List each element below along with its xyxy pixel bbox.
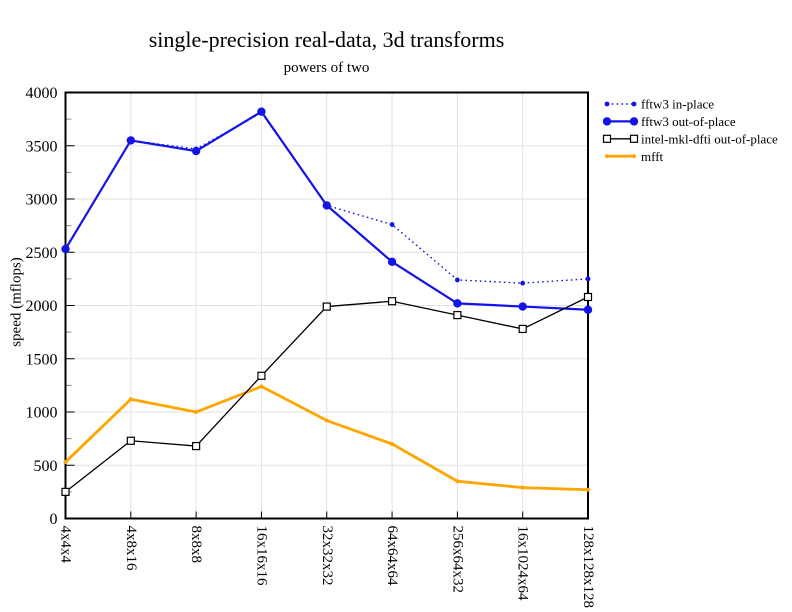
- series-marker-fftw3-out-of-place: [257, 107, 266, 116]
- series-marker-intel-mkl-dfti-out-of-place: [61, 487, 70, 496]
- chart-subtitle: powers of two: [283, 60, 370, 76]
- series-marker-fftw3-out-of-place: [191, 146, 201, 156]
- x-tick-label: 4x8x16: [123, 526, 139, 572]
- legend-sample-marker: [605, 154, 609, 159]
- y-tick-label: 1000: [26, 405, 58, 422]
- y-tick-label: 500: [34, 458, 58, 475]
- x-tick-label: 16x16x16: [253, 526, 269, 587]
- series-marker-fftw3-in-place: [454, 277, 460, 283]
- series-fftw3-out-of-place: [61, 107, 593, 314]
- legend-item-intel-mkl-dfti-out-of-place: intel-mkl-dfti out-of-place: [602, 131, 778, 146]
- series-marker-mfft: [455, 479, 460, 484]
- series-marker-fftw3-out-of-place: [453, 299, 462, 308]
- x-tick-label: 16x1024x64: [515, 526, 531, 602]
- y-tick-label: 0: [50, 511, 58, 528]
- chart-title: single-precision real-data, 3d transform…: [148, 27, 505, 52]
- series-marker-fftw3-in-place: [585, 276, 591, 282]
- series-marker-fftw3-out-of-place: [126, 136, 136, 145]
- series-marker-fftw3-out-of-place: [583, 305, 593, 314]
- x-tick-label: 4x4x4: [58, 526, 74, 564]
- series-marker-fftw3-out-of-place: [322, 201, 331, 210]
- series-marker-fftw3-in-place: [520, 280, 526, 286]
- series-marker-intel-mkl-dfti-out-of-place: [387, 297, 397, 306]
- plot-frame: [64, 91, 589, 520]
- series-intel-mkl-dfti-out-of-place: [61, 292, 593, 496]
- series-marker-fftw3-in-place: [389, 222, 395, 227]
- y-tick-label: 2500: [26, 245, 58, 262]
- series-marker-mfft: [390, 441, 395, 446]
- series-mfft: [63, 384, 590, 492]
- series-marker-intel-mkl-dfti-out-of-place: [126, 436, 135, 445]
- x-tick-label: 64x64x64: [384, 526, 400, 587]
- series-marker-intel-mkl-dfti-out-of-place: [453, 310, 462, 320]
- legend-sample-marker: [629, 134, 639, 143]
- series-marker-intel-mkl-dfti-out-of-place: [518, 324, 527, 334]
- series-marker-mfft: [324, 418, 329, 423]
- series-marker-mfft: [128, 397, 133, 402]
- y-tick-label: 4000: [26, 85, 58, 102]
- series-marker-mfft: [586, 487, 590, 492]
- y-tick-label: 2000: [26, 298, 58, 315]
- y-tick-label: 1500: [26, 351, 58, 368]
- series-marker-intel-mkl-dfti-out-of-place: [583, 292, 593, 302]
- legend-sample-marker: [604, 101, 610, 107]
- legend-sample-marker: [629, 117, 639, 126]
- series-marker-fftw3-out-of-place: [61, 244, 70, 254]
- x-tick-label: 256x64x32: [449, 526, 465, 594]
- series-marker-intel-mkl-dfti-out-of-place: [257, 371, 266, 380]
- x-tick-label: 32x32x32: [319, 526, 335, 586]
- series-marker-fftw3-out-of-place: [518, 302, 527, 311]
- y-tick-label: 3000: [26, 192, 58, 209]
- series-marker-intel-mkl-dfti-out-of-place: [322, 302, 331, 311]
- x-tick-label: 128x128x128: [580, 526, 596, 609]
- legend-item-label: intel-mkl-dfti out-of-place: [641, 131, 778, 146]
- legend-sample-marker: [602, 117, 612, 126]
- series-marker-mfft: [194, 410, 199, 414]
- series-marker-mfft: [520, 485, 525, 490]
- series-marker-mfft: [63, 460, 68, 465]
- legend-item-label: fftw3 out-of-place: [641, 114, 736, 129]
- legend-sample-marker: [632, 154, 636, 159]
- x-tick-label: 8x8x8: [188, 526, 204, 564]
- legend-item-label: mfft: [641, 149, 664, 164]
- series-marker-mfft: [259, 384, 264, 389]
- legend-item-label: fftw3 in-place: [641, 97, 714, 112]
- legend-sample-marker: [631, 101, 637, 107]
- legend-sample-marker: [602, 134, 612, 143]
- series-marker-intel-mkl-dfti-out-of-place: [192, 441, 201, 451]
- y-tick-label: 3500: [26, 138, 58, 155]
- series-marker-fftw3-out-of-place: [387, 257, 397, 267]
- legend-item-fftw3-out-of-place: fftw3 out-of-place: [602, 114, 736, 129]
- legend-item-mfft: mfft: [605, 149, 664, 164]
- legend-item-fftw3-in-place: fftw3 in-place: [604, 97, 714, 112]
